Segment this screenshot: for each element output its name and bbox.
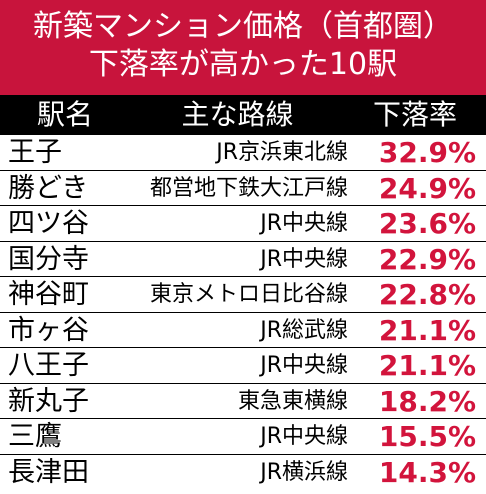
line-name: JR横浜線: [260, 459, 348, 485]
table-header: 駅名 主な路線 下落率: [0, 95, 486, 135]
decline-rate: 24.9%: [378, 171, 476, 205]
title-banner: 新築マンション価格（首都圏） 下落率が高かった10駅: [0, 0, 486, 95]
table-row: 四ツ谷 JR中央線 23.6%: [0, 206, 486, 242]
table-row: 八王子 JR中央線 21.1%: [0, 348, 486, 384]
line-name: 都営地下鉄大江戸線: [149, 175, 348, 201]
line-name: 東京メトロ日比谷線: [149, 282, 348, 307]
line-name: JR中央線: [260, 424, 348, 449]
decline-rate: 22.8%: [378, 278, 476, 311]
table-row: 長津田 JR横浜線 14.3%: [0, 455, 486, 491]
table-row: 市ヶ谷 JR総武線 21.1%: [0, 313, 486, 348]
station-name: 新丸子: [8, 385, 89, 417]
line-name: JR京浜東北線: [216, 140, 348, 165]
station-name: 国分寺: [8, 243, 89, 275]
header-rate: 下落率: [372, 98, 457, 131]
table-row: 王子 JR京浜東北線 32.9%: [0, 135, 486, 171]
decline-rate: 15.5%: [378, 420, 476, 453]
decline-rate: 21.1%: [378, 349, 476, 382]
line-name: JR総武線: [260, 317, 348, 343]
decline-rate: 32.9%: [378, 136, 476, 169]
table-body: 王子 JR京浜東北線 32.9% 勝どき 都営地下鉄大江戸線 24.9% 四ツ谷…: [0, 135, 486, 490]
station-name: 勝どき: [8, 172, 89, 204]
table-row: 神谷町 東京メトロ日比谷線 22.8%: [0, 277, 486, 313]
station-name: 三鷹: [8, 421, 62, 452]
table-row: 勝どき 都営地下鉄大江戸線 24.9%: [0, 171, 486, 206]
station-name: 八王子: [8, 350, 89, 381]
station-name: 長津田: [8, 456, 89, 488]
title-line-2: 下落率が高かった10駅: [88, 47, 398, 82]
decline-rate: 21.1%: [378, 313, 476, 347]
line-name: JR中央線: [260, 246, 348, 272]
decline-rate: 18.2%: [378, 384, 476, 418]
line-name: JR中央線: [260, 211, 348, 236]
decline-rate: 22.9%: [378, 242, 476, 276]
title-line-1: 新築マンション価格（首都圏）: [33, 9, 453, 44]
station-name: 四ツ谷: [8, 208, 89, 239]
line-name: JR中央線: [260, 353, 348, 378]
station-name: 市ヶ谷: [8, 314, 89, 346]
station-name: 神谷町: [8, 279, 89, 310]
decline-rate: 23.6%: [378, 207, 476, 240]
table-row: 国分寺 JR中央線 22.9%: [0, 242, 486, 277]
station-name: 王子: [8, 137, 62, 168]
header-station: 駅名: [36, 98, 93, 131]
table-row: 新丸子 東急東横線 18.2%: [0, 384, 486, 419]
table-row: 三鷹 JR中央線 15.5%: [0, 419, 486, 455]
header-line: 主な路線: [181, 98, 294, 131]
line-name: 東急東横線: [237, 388, 348, 414]
decline-rate: 14.3%: [378, 455, 476, 489]
